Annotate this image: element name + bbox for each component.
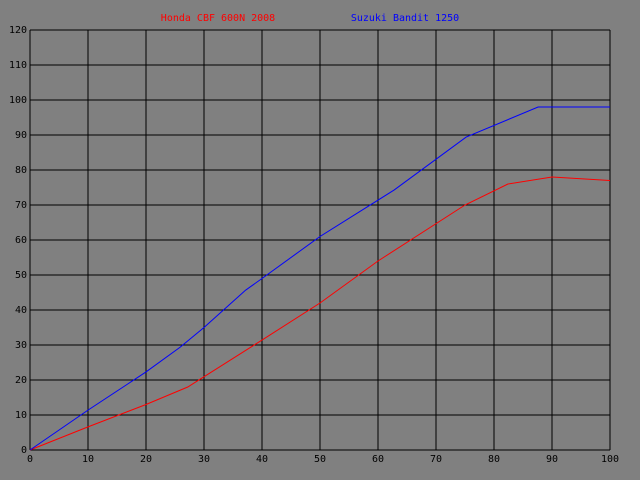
y-tick-label: 50 — [15, 270, 27, 281]
y-tick-label: 40 — [15, 305, 27, 316]
line — [29, 106, 610, 451]
x-tick-label: 90 — [546, 454, 558, 465]
y-tick-label: 110 — [9, 60, 27, 71]
x-tick-label: 50 — [314, 454, 326, 465]
x-tick-label: 30 — [198, 454, 210, 465]
y-tick-label: 120 — [9, 25, 27, 36]
y-tick-label: 70 — [15, 200, 27, 211]
y-tick-label: 90 — [15, 130, 27, 141]
legend-label: Suzuki Bandit 1250 — [351, 13, 459, 24]
y-tick-label: 20 — [15, 375, 27, 386]
y-tick-label: 80 — [15, 165, 27, 176]
legend-label: Honda CBF 600N 2008 — [161, 13, 275, 24]
y-tick-label: 0 — [21, 445, 27, 456]
x-tick-label: 100 — [601, 454, 619, 465]
x-tick-label: 40 — [256, 454, 268, 465]
y-tick-label: 100 — [9, 95, 27, 106]
x-tick-label: 20 — [140, 454, 152, 465]
y-tick-label: 60 — [15, 235, 27, 246]
y-tick-label: 30 — [15, 340, 27, 351]
x-tick-label: 10 — [82, 454, 94, 465]
x-tick-label: 60 — [372, 454, 384, 465]
x-tick-label: 70 — [430, 454, 442, 465]
x-tick-label: 0 — [27, 454, 33, 465]
line — [29, 176, 611, 451]
y-tick-label: 10 — [15, 410, 27, 421]
x-tick-label: 80 — [488, 454, 500, 465]
